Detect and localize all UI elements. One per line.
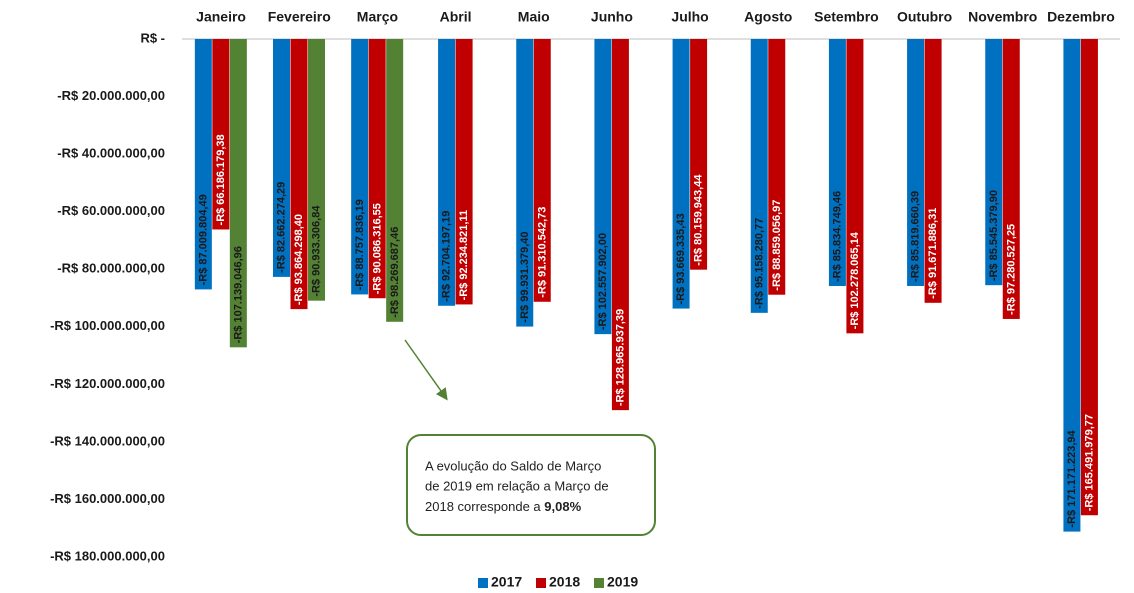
legend-label: 2019	[607, 574, 638, 590]
annotation-text: 2018 corresponde a	[425, 499, 541, 514]
value-label: -R$ 107.139.046,96	[232, 246, 244, 343]
bar	[438, 39, 456, 306]
value-label: -R$ 91.671.886,31	[927, 208, 939, 299]
bar	[386, 39, 404, 322]
value-label: -R$ 85.545.379,90	[988, 190, 1000, 281]
value-label: -R$ 88.859.056,97	[771, 200, 783, 291]
value-label: -R$ 93.669.335,43	[675, 213, 687, 304]
x-tick-label: Janeiro	[196, 9, 246, 25]
x-tick-label: Fevereiro	[268, 9, 331, 25]
value-label: -R$ 85.819.660,39	[910, 191, 922, 282]
bar	[594, 39, 612, 335]
bar	[750, 39, 768, 313]
y-tick-label: -R$ 80.000.000,00	[57, 261, 165, 276]
annotation-line: A evolução do Saldo de Março	[425, 458, 601, 473]
value-label: -R$ 95.158.280,77	[753, 218, 765, 309]
bar	[924, 39, 942, 303]
value-label: -R$ 97.280.527,25	[1005, 224, 1017, 315]
y-tick-label: -R$ 40.000.000,00	[57, 146, 165, 161]
bar	[828, 39, 846, 287]
bar	[351, 39, 369, 295]
x-tick-label: Agosto	[744, 9, 792, 25]
value-label: -R$ 92.234.821,11	[458, 210, 470, 301]
bar	[1080, 39, 1098, 516]
annotation-highlight: 9,08%	[544, 499, 581, 514]
bar	[611, 39, 629, 411]
value-label: -R$ 171.171.223,94	[1066, 429, 1078, 527]
legend-swatch	[478, 578, 488, 588]
value-label: -R$ 91.310.542,73	[536, 207, 548, 298]
x-tick-label: Março	[357, 9, 398, 25]
value-label: -R$ 102.557.902,00	[597, 233, 609, 330]
y-tick-label: -R$ 100.000.000,00	[50, 318, 165, 333]
y-tick-label: -R$ 180.000.000,00	[50, 548, 165, 563]
annotation-box	[406, 434, 656, 536]
bar	[1063, 39, 1081, 532]
value-label: -R$ 98.269.687,46	[389, 227, 401, 318]
x-tick-label: Dezembro	[1047, 9, 1115, 25]
legend-swatch	[594, 578, 604, 588]
bar	[273, 39, 290, 277]
value-label: -R$ 90.933.306,84	[311, 205, 323, 297]
value-label: -R$ 165.491.979,77	[1084, 414, 1096, 511]
y-tick-label: -R$ 140.000.000,00	[50, 433, 165, 448]
x-tick-label: Novembro	[968, 9, 1037, 25]
value-label: -R$ 82.662.274,29	[276, 182, 288, 273]
bar	[290, 39, 308, 310]
bar	[846, 39, 864, 334]
value-label: -R$ 128.965.937,39	[615, 309, 627, 406]
value-label: -R$ 99.931.379,40	[519, 231, 531, 322]
value-label: -R$ 92.704.197,19	[441, 211, 453, 302]
value-label: -R$ 90.086.316,55	[371, 203, 383, 294]
y-tick-label: -R$ 20.000.000,00	[57, 88, 165, 103]
bar	[212, 39, 230, 230]
legend-label: 2017	[491, 574, 522, 590]
x-tick-label: Abril	[440, 9, 472, 25]
bar	[308, 39, 325, 301]
legend-swatch	[536, 578, 546, 588]
y-tick-label: -R$ 120.000.000,00	[50, 376, 165, 391]
value-label: -R$ 102.278.065,14	[849, 231, 861, 329]
x-tick-label: Junho	[591, 9, 633, 25]
y-tick-label: -R$ 60.000.000,00	[57, 203, 165, 218]
x-tick-label: Outubro	[897, 9, 952, 25]
bar	[455, 39, 473, 305]
y-tick-label: R$ -	[140, 30, 165, 45]
bar	[533, 39, 551, 302]
value-label: -R$ 66.186.179,38	[215, 134, 227, 225]
bar	[368, 39, 386, 299]
x-tick-label: Maio	[518, 9, 550, 25]
bar	[985, 39, 1003, 286]
value-label: -R$ 80.159.943,44	[693, 174, 705, 266]
annotation-line: de 2019 em relação a Março de	[425, 478, 609, 493]
legend-label: 2018	[549, 574, 580, 590]
bar	[672, 39, 690, 309]
annotation-arrow	[404, 339, 448, 401]
bar	[1002, 39, 1020, 319]
bar	[194, 39, 212, 290]
bar	[768, 39, 786, 295]
annotation-line: 2018 corresponde a 9,08%	[425, 499, 582, 514]
bar	[516, 39, 534, 327]
x-tick-label: Julho	[671, 9, 708, 25]
y-tick-label: -R$ 160.000.000,00	[50, 491, 165, 506]
bar	[229, 39, 247, 348]
bar	[907, 39, 925, 286]
x-tick-label: Setembro	[814, 9, 879, 25]
value-label: -R$ 93.864.298,40	[293, 214, 305, 305]
value-label: -R$ 88.757.836,19	[354, 199, 366, 290]
bar	[690, 39, 708, 270]
value-label: -R$ 85.834.749,46	[832, 191, 844, 282]
value-label: -R$ 87.009.804,49	[197, 194, 209, 285]
